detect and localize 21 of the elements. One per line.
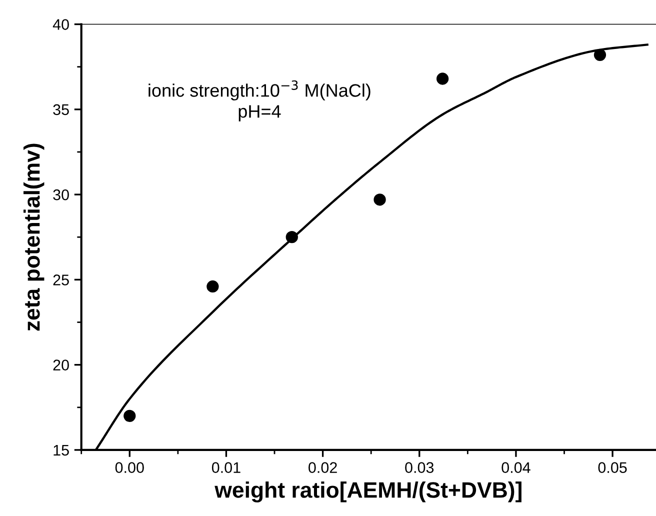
point: [124, 410, 136, 422]
x-tick-label: 0.01: [212, 462, 240, 473]
y-tick-label: 35: [53, 104, 69, 116]
x-axis-title: weight ratio[AEMH/(St+DVB)]: [214, 482, 522, 502]
y-tick-label: 40: [52, 19, 69, 30]
y-tick-label: 20: [53, 360, 69, 370]
y-tick-label: 25: [53, 274, 69, 286]
point: [374, 194, 386, 206]
x-tick-label: 0.05: [598, 462, 627, 473]
x-tick-label: 0.00: [115, 462, 144, 473]
y-tick-label: 30: [53, 189, 69, 200]
text: ionic strength:10$^{−3}$ M(NaCl) pH=4: [148, 80, 370, 122]
y-axis-title: zeta potential(mv): [24, 144, 44, 331]
y-tick-label: 15: [54, 444, 69, 456]
x-tick-label: 0.03: [405, 462, 434, 473]
x-tick-label: 0.02: [308, 462, 337, 473]
point: [286, 231, 298, 244]
point: [594, 48, 606, 61]
point: [436, 72, 449, 85]
point: [206, 280, 219, 293]
x-tick-label: 0.04: [502, 462, 530, 473]
